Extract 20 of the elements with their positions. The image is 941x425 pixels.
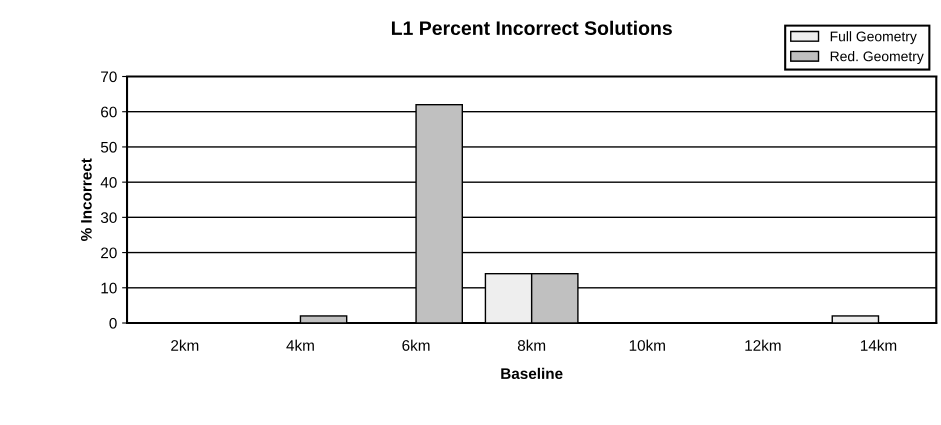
x-tick-label: 8km <box>518 340 546 351</box>
x-axis-title: Baseline <box>501 368 563 380</box>
chart-title: L1 Percent Incorrect Solutions <box>392 20 672 36</box>
legend-label: Full Geometry <box>830 31 917 44</box>
y-tick-label: 60 <box>101 106 117 118</box>
x-tick-label: 4km <box>286 340 314 351</box>
x-tick-label: 2km <box>171 340 198 351</box>
x-tick-label: 6km <box>402 340 430 351</box>
y-tick-label: 0 <box>109 318 117 329</box>
y-axis-title: % Incorrect <box>80 158 92 241</box>
y-tick-label: 10 <box>101 282 117 294</box>
legend-label: Red. Geometry <box>830 51 924 64</box>
x-tick-label: 12km <box>745 340 781 351</box>
y-tick-label: 40 <box>100 177 117 188</box>
x-tick-label: 14km <box>860 340 896 351</box>
y-tick-label: 70 <box>101 71 117 82</box>
x-tick-label: 10km <box>630 340 665 351</box>
y-tick-label: 20 <box>101 247 117 258</box>
y-tick-label: 50 <box>100 142 117 153</box>
y-tick-label: 30 <box>100 212 117 224</box>
